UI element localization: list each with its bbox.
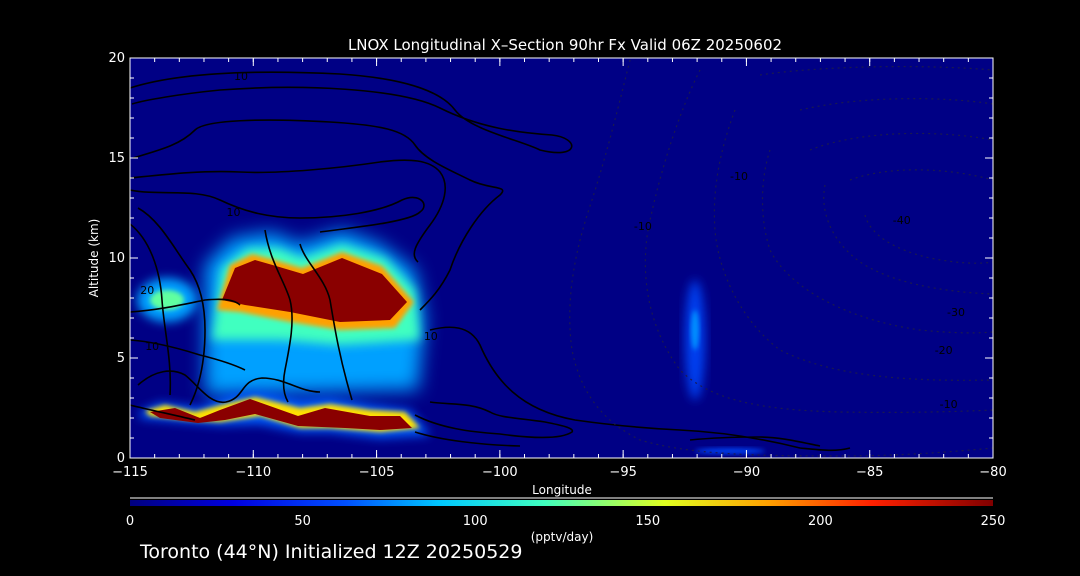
y-tick-label: 5 xyxy=(117,351,125,366)
x-axis-label: Longitude xyxy=(532,483,592,497)
lnox-field xyxy=(130,59,993,457)
footer-text: Toronto (44°N) Initialized 12Z 20250529 xyxy=(140,541,523,563)
y-tick-label: 15 xyxy=(108,151,125,166)
contour-label: 20 xyxy=(140,284,154,297)
x-tick-label: −105 xyxy=(359,465,395,480)
colorbar-tick-label: 50 xyxy=(294,514,311,529)
colorbar-tick-label: 250 xyxy=(981,514,1006,529)
contour-line xyxy=(429,326,851,452)
chart-title: LNOX Longitudinal X–Section 90hr Fx Vali… xyxy=(348,36,782,54)
lnox-region-left-core xyxy=(150,290,184,310)
contour-line xyxy=(130,298,241,313)
contour-labels: 10 10 20 10 10 -10 -10 -40 -30 -20 -10 xyxy=(140,70,965,411)
lnox-region-east-core xyxy=(691,310,699,350)
x-tick-label: −90 xyxy=(733,465,760,480)
contour-label: -10 xyxy=(634,220,652,233)
contour-line xyxy=(132,119,504,311)
contour-label: -30 xyxy=(947,306,965,319)
x-tick-label: −80 xyxy=(979,465,1006,480)
contour-label: -10 xyxy=(940,398,958,411)
colorbar-gradient xyxy=(130,500,993,506)
colorbar-tick-label: 0 xyxy=(126,514,134,529)
contour-line xyxy=(689,436,821,447)
colorbar-tick-label: 100 xyxy=(463,514,488,529)
contour-line xyxy=(414,431,521,447)
x-tick-label: −85 xyxy=(856,465,883,480)
lnox-region-low-core xyxy=(150,399,412,430)
contour-line xyxy=(130,223,172,396)
x-tick-label: −100 xyxy=(482,465,518,480)
contour-line xyxy=(130,159,446,263)
colorbar-label: (pptv/day) xyxy=(531,530,594,544)
contour-line xyxy=(130,189,425,233)
y-tick-label: 0 xyxy=(117,451,125,466)
lnox-region-surface-east xyxy=(695,448,765,454)
y-tick-label: 20 xyxy=(108,51,125,66)
lnox-region-main-core xyxy=(222,258,407,322)
y-axis-label: Altitude (km) xyxy=(87,219,101,298)
contour-label: 10 xyxy=(145,340,159,353)
contour-line xyxy=(137,370,321,403)
contour-label: -10 xyxy=(730,170,748,183)
colorbar-tick-label: 200 xyxy=(808,514,833,529)
contour-line xyxy=(130,404,196,421)
y-tick-label: 10 xyxy=(108,251,125,266)
colorbar: 0 50 100 150 200 250 (pptv/day) xyxy=(126,497,1006,544)
contour-line xyxy=(130,339,246,371)
x-tick-label: −95 xyxy=(609,465,636,480)
contour-label: -40 xyxy=(893,214,911,227)
contours-negative xyxy=(569,59,993,457)
contour-line xyxy=(759,65,993,76)
contour-label: -20 xyxy=(935,344,953,357)
contour-label: 10 xyxy=(227,206,241,219)
contour-label: 10 xyxy=(424,330,438,343)
contours-positive xyxy=(130,71,851,452)
colorbar-tick-label: 150 xyxy=(635,514,660,529)
contour-line xyxy=(130,71,573,154)
x-axis: −115 −110 −105 −100 −95 −90 −85 −80 xyxy=(112,58,1007,480)
contour-label: 10 xyxy=(234,70,248,83)
x-tick-label: −115 xyxy=(112,465,148,480)
colorbar-ticks: 0 50 100 150 200 250 xyxy=(126,514,1006,529)
contour-line xyxy=(299,243,353,401)
x-tick-label: −110 xyxy=(235,465,271,480)
contour-line xyxy=(414,401,574,439)
contour-line xyxy=(264,229,293,403)
y-axis: 0 5 10 15 20 xyxy=(108,51,993,466)
contour-line xyxy=(137,207,206,406)
